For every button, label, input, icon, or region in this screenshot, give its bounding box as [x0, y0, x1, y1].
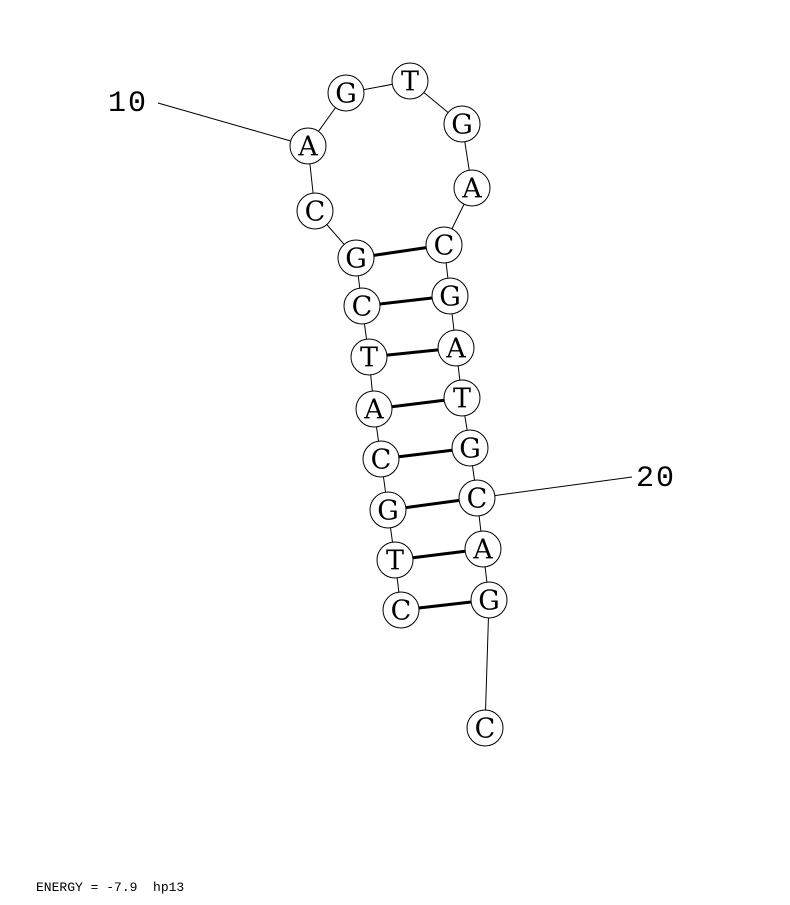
- base-circle: [466, 709, 504, 747]
- base-letter: C: [434, 231, 455, 262]
- index-leader-line: [157, 102, 291, 142]
- base-letter: T: [360, 343, 378, 374]
- base-node: G: [327, 74, 365, 112]
- base-letter: G: [478, 586, 500, 617]
- base-letter: G: [459, 434, 481, 465]
- base-circle: [289, 127, 327, 165]
- index-labels: 10 20: [108, 87, 676, 497]
- base-node: T: [443, 379, 481, 417]
- base-circle: [458, 479, 496, 517]
- base-letter: G: [345, 244, 367, 275]
- base-letter: A: [472, 535, 493, 566]
- base-letter: G: [451, 110, 473, 141]
- energy-footer: ENERGY = -7.9 hp13: [36, 880, 184, 895]
- base-letter: A: [297, 132, 318, 163]
- base-node: G: [443, 105, 481, 143]
- base-letter: G: [335, 79, 357, 110]
- base-letter: T: [453, 384, 471, 415]
- base-node: C: [343, 287, 381, 325]
- base-node: G: [470, 581, 508, 619]
- base-letter: C: [371, 445, 392, 476]
- base-circle: [451, 429, 489, 467]
- base-letter: G: [377, 496, 399, 527]
- index-leader-line: [494, 476, 633, 497]
- base-node: G: [431, 277, 469, 315]
- base-pair-bond: [391, 398, 445, 409]
- base-circle: [470, 581, 508, 619]
- base-node: G: [337, 239, 375, 277]
- base-node: C: [296, 192, 334, 230]
- base-pair-bond: [398, 448, 453, 459]
- base-circle: [443, 379, 481, 417]
- base-circle: [437, 329, 475, 367]
- base-node: A: [437, 329, 475, 367]
- base-node: C: [458, 479, 496, 517]
- base-node: T: [376, 541, 414, 579]
- base-circle: [464, 530, 502, 568]
- base-node: G: [369, 491, 407, 529]
- base-pair-bond: [405, 498, 460, 510]
- base-node: C: [382, 591, 420, 629]
- base-circle: [391, 62, 429, 100]
- structure-name: hp13: [153, 880, 185, 895]
- base-circle: [431, 277, 469, 315]
- base-node: T: [350, 338, 388, 376]
- base-letter: C: [391, 596, 412, 627]
- base-pair-bond: [373, 246, 427, 257]
- base-circle: [296, 192, 334, 230]
- base-letter: A: [445, 334, 466, 365]
- base-letter: T: [401, 67, 419, 98]
- base-circle: [425, 226, 463, 264]
- index-label-20: 20: [636, 462, 676, 496]
- base-pair-bond: [418, 600, 472, 610]
- base-letter: C: [305, 197, 326, 228]
- base-letter: C: [352, 292, 373, 323]
- base-circle: [443, 105, 481, 143]
- base-circle: [337, 239, 375, 277]
- base-node: A: [453, 169, 491, 207]
- base-node: C: [466, 709, 504, 747]
- base-node: A: [355, 390, 393, 428]
- base-letter: C: [467, 484, 488, 515]
- base-node: C: [362, 440, 400, 478]
- base-letter: G: [439, 282, 461, 313]
- base-circle: [350, 338, 388, 376]
- base-letter: A: [363, 395, 384, 426]
- base-node: C: [425, 226, 463, 264]
- base-letter: C: [475, 714, 496, 745]
- base-node: A: [464, 530, 502, 568]
- base-circle: [369, 491, 407, 529]
- backbone-segment: [484, 599, 490, 729]
- base-pair-bond: [386, 348, 439, 357]
- base-node: T: [391, 62, 429, 100]
- base-letter: T: [386, 546, 404, 577]
- base-circle: [453, 169, 491, 207]
- base-node: A: [289, 127, 327, 165]
- base-circle: [355, 390, 393, 428]
- base-pair-lines: [373, 246, 472, 610]
- base-letter: A: [461, 174, 482, 205]
- index-label-10: 10: [108, 87, 148, 121]
- base-circle: [343, 287, 381, 325]
- base-node: G: [451, 429, 489, 467]
- base-pair-bond: [412, 549, 466, 560]
- base-circle: [376, 541, 414, 579]
- base-circle: [382, 591, 420, 629]
- base-circle: [327, 74, 365, 112]
- base-pair-bond: [379, 296, 433, 306]
- energy-label: ENERGY = -7.9: [36, 880, 138, 895]
- base-circle: [362, 440, 400, 478]
